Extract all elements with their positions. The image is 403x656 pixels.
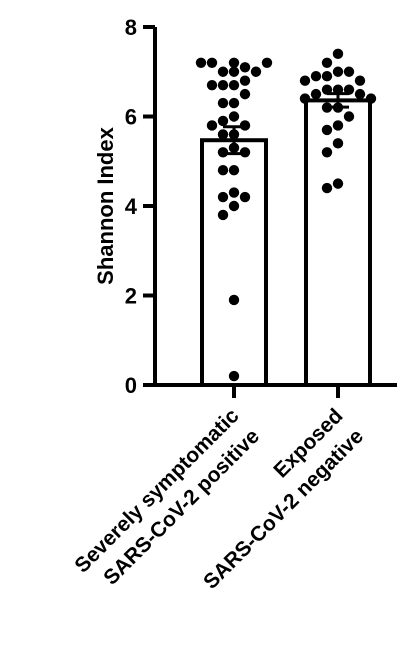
points-layer [195, 48, 377, 382]
data-point [228, 187, 240, 198]
data-point [239, 120, 251, 131]
data-point [239, 147, 251, 158]
data-point [228, 79, 240, 91]
data-point [206, 120, 218, 131]
data-point [217, 66, 229, 77]
data-point [365, 93, 377, 104]
data-point [206, 57, 218, 68]
data-point [228, 142, 240, 154]
data-point [217, 115, 229, 127]
y-tick-label: 6 [125, 105, 137, 130]
data-point [228, 66, 240, 77]
data-point [228, 165, 240, 176]
x-category-label-line: Severely symptomatic [70, 404, 243, 577]
data-point [228, 294, 240, 306]
bar-1 [200, 138, 268, 387]
data-point [332, 178, 344, 189]
data-point [217, 209, 229, 221]
data-point [217, 79, 229, 91]
data-point [299, 93, 311, 104]
data-point [332, 84, 344, 95]
data-point [228, 129, 240, 140]
data-point [321, 84, 333, 95]
data-point [299, 75, 311, 86]
y-tick-label: 8 [125, 15, 137, 40]
data-point [332, 120, 344, 131]
data-point [343, 84, 355, 95]
data-point [239, 75, 251, 86]
data-point [239, 88, 251, 100]
data-point [239, 191, 251, 203]
data-point [321, 57, 333, 68]
data-point [217, 165, 229, 176]
data-point [343, 66, 355, 77]
data-point [321, 102, 333, 113]
data-point [310, 71, 322, 82]
data-point [332, 102, 344, 113]
data-point [332, 138, 344, 149]
data-point [354, 75, 366, 86]
data-point [228, 57, 240, 68]
data-point [310, 88, 322, 100]
data-point [195, 57, 207, 68]
data-point [217, 191, 229, 203]
data-point [321, 182, 333, 194]
data-point [239, 62, 251, 73]
data-point [206, 79, 218, 91]
data-point [261, 57, 273, 68]
data-point [217, 97, 229, 109]
data-point [321, 147, 333, 158]
data-point [321, 124, 333, 136]
y-tick-label: 2 [125, 284, 137, 309]
data-point [228, 111, 240, 122]
data-point [332, 48, 344, 60]
data-point [217, 129, 229, 140]
y-tick-label: 0 [125, 373, 137, 398]
data-point [354, 88, 366, 100]
data-point [217, 147, 229, 158]
data-point [250, 66, 262, 77]
y-tick-label: 4 [125, 194, 138, 219]
data-point [332, 66, 344, 77]
data-point [228, 370, 240, 382]
data-point [343, 111, 355, 122]
data-point [228, 97, 240, 109]
axes-layer [143, 25, 397, 398]
y-axis-title: Shannon Index [93, 126, 118, 284]
data-point [228, 200, 240, 212]
data-point [321, 71, 333, 82]
